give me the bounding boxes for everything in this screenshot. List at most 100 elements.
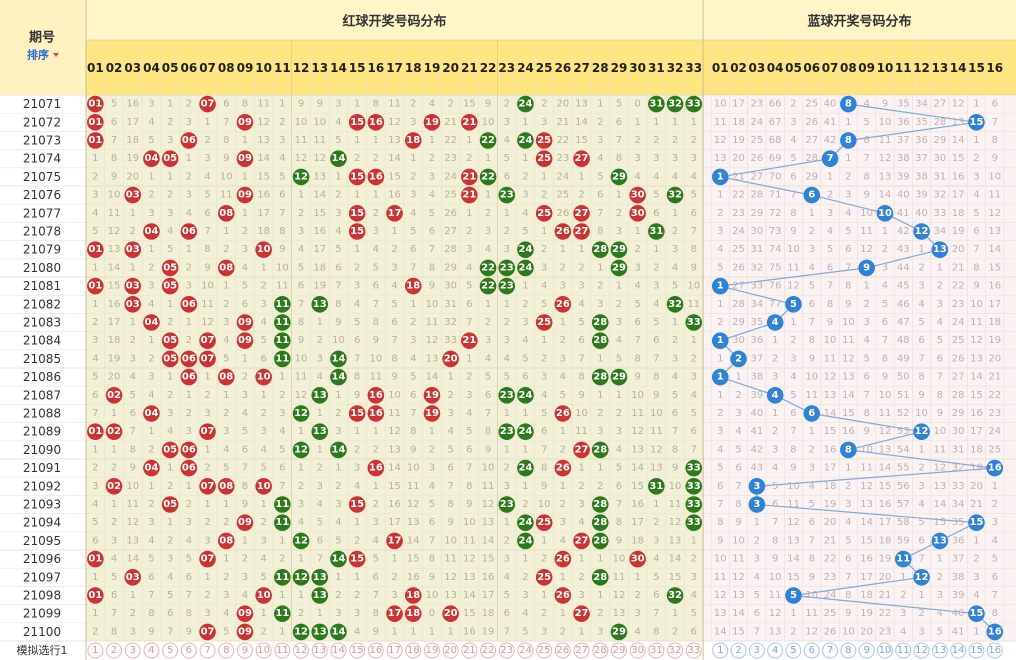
sim-red-number: 22 [482,645,495,656]
red-ball-number: 11 [275,572,289,583]
blue-miss-count: 36 [915,135,928,146]
red-miss-count: 6 [653,208,659,219]
blue-col-header: 07 [822,61,839,75]
blue-miss-count: 2 [900,590,906,601]
blue-ball [748,496,766,513]
blue-miss-count: 24 [824,590,837,601]
red-ball [274,296,291,313]
red-miss-count: 2 [653,517,659,528]
red-ball [274,569,291,586]
issue-number: 21095 [23,534,61,548]
blue-miss-count: 21 [952,262,965,273]
red-miss-count: 2 [391,572,397,583]
red-ball-number: 11 [275,608,289,619]
blue-miss-count: 11 [933,444,946,455]
blue-ball [748,478,766,495]
blue-miss-count: 5 [863,117,869,128]
red-ball [591,332,609,350]
red-miss-count: 10 [313,117,326,128]
red-ball [330,150,347,167]
red-miss-count: 5 [466,426,472,437]
red-miss-count: 1 [672,208,678,219]
red-ball-number: 20 [444,608,458,619]
blue-ball [840,441,857,459]
sim-blue-number: 13 [933,645,946,656]
blue-miss-count: 11 [860,226,873,237]
blue-miss-count: 16 [824,444,837,455]
blue-miss-count: 3 [918,626,924,637]
red-miss-count: 6 [130,408,136,419]
blue-miss-count: 12 [860,244,873,255]
red-miss-count: 4 [186,208,192,219]
red-miss-count: 7 [167,626,173,637]
sim-blue-ball [712,642,729,659]
red-ball-number: 17 [388,608,402,619]
sim-blue-ball [730,642,747,659]
blue-miss-count: 8 [992,135,998,146]
sim-red-number: 14 [332,645,345,656]
red-miss-count: 4 [354,299,360,310]
red-ball [442,605,459,622]
red-miss-count: 1 [597,353,603,364]
blue-miss-count: 24 [988,426,1001,437]
red-ball [461,114,478,131]
red-ball-number: 29 [612,262,626,273]
blue-miss-count: 24 [732,226,745,237]
sim-red-ball [517,642,534,659]
red-miss-count: 3 [616,226,622,237]
blue-miss-count: 7 [918,353,924,364]
issue-number: 21093 [23,498,61,512]
red-col-header: 24 [517,61,534,75]
blue-miss-count: 42 [824,135,837,146]
red-miss-count: 9 [279,244,285,255]
blue-miss-count: 7 [918,554,924,565]
blue-miss-count: 1 [973,626,979,637]
red-miss-count: 4 [691,390,697,401]
red-ball [180,296,198,313]
blue-miss-count: 12 [952,99,965,110]
red-miss-count: 2 [223,517,229,528]
red-miss-count: 11 [126,499,139,510]
red-miss-count: 2 [410,317,416,328]
red-ball-number: 28 [593,244,607,255]
red-miss-count: 1 [504,517,510,528]
red-ball-number: 30 [631,208,645,219]
red-miss-count: 6 [373,281,379,292]
blue-miss-count: 3 [790,117,796,128]
red-miss-count: 15 [257,171,270,182]
red-miss-count: 1 [167,463,173,474]
blue-col-header: 09 [858,61,875,75]
blue-miss-count: 8 [863,171,869,182]
blue-miss-count: 1 [918,590,924,601]
red-miss-count: 1 [242,171,248,182]
red-miss-count: 4 [634,626,640,637]
red-miss-count: 7 [148,590,154,601]
blue-miss-count: 38 [915,171,928,182]
red-ball [292,532,310,550]
red-miss-count: 3 [204,535,210,546]
blue-miss-count: 2 [717,408,723,419]
blue-miss-count: 18 [860,590,873,601]
red-miss-count: 2 [672,226,678,237]
red-ball [610,241,628,258]
blue-miss-count: 28 [805,153,818,164]
sim-red-number: 23 [500,645,513,656]
red-miss-count: 6 [522,372,528,383]
issue-number: 21082 [23,297,61,311]
blue-miss-count: 5 [790,390,796,401]
red-ball [685,459,703,477]
sim-red-number: 10 [257,645,270,656]
sim-red-ball [536,642,553,659]
red-miss-count: 4 [335,517,341,528]
blue-miss-count: 10 [879,117,892,128]
red-ball [535,150,553,167]
red-ball-number: 25 [537,208,551,219]
red-miss-count: 3 [92,335,98,346]
red-ball-number: 19 [425,390,439,401]
red-miss-count: 2 [597,117,603,128]
red-miss-count: 3 [148,372,154,383]
red-miss-count: 15 [388,481,401,492]
red-ball-number: 09 [238,335,252,346]
blue-miss-count: 3 [735,408,741,419]
blue-miss-count: 3 [937,590,943,601]
